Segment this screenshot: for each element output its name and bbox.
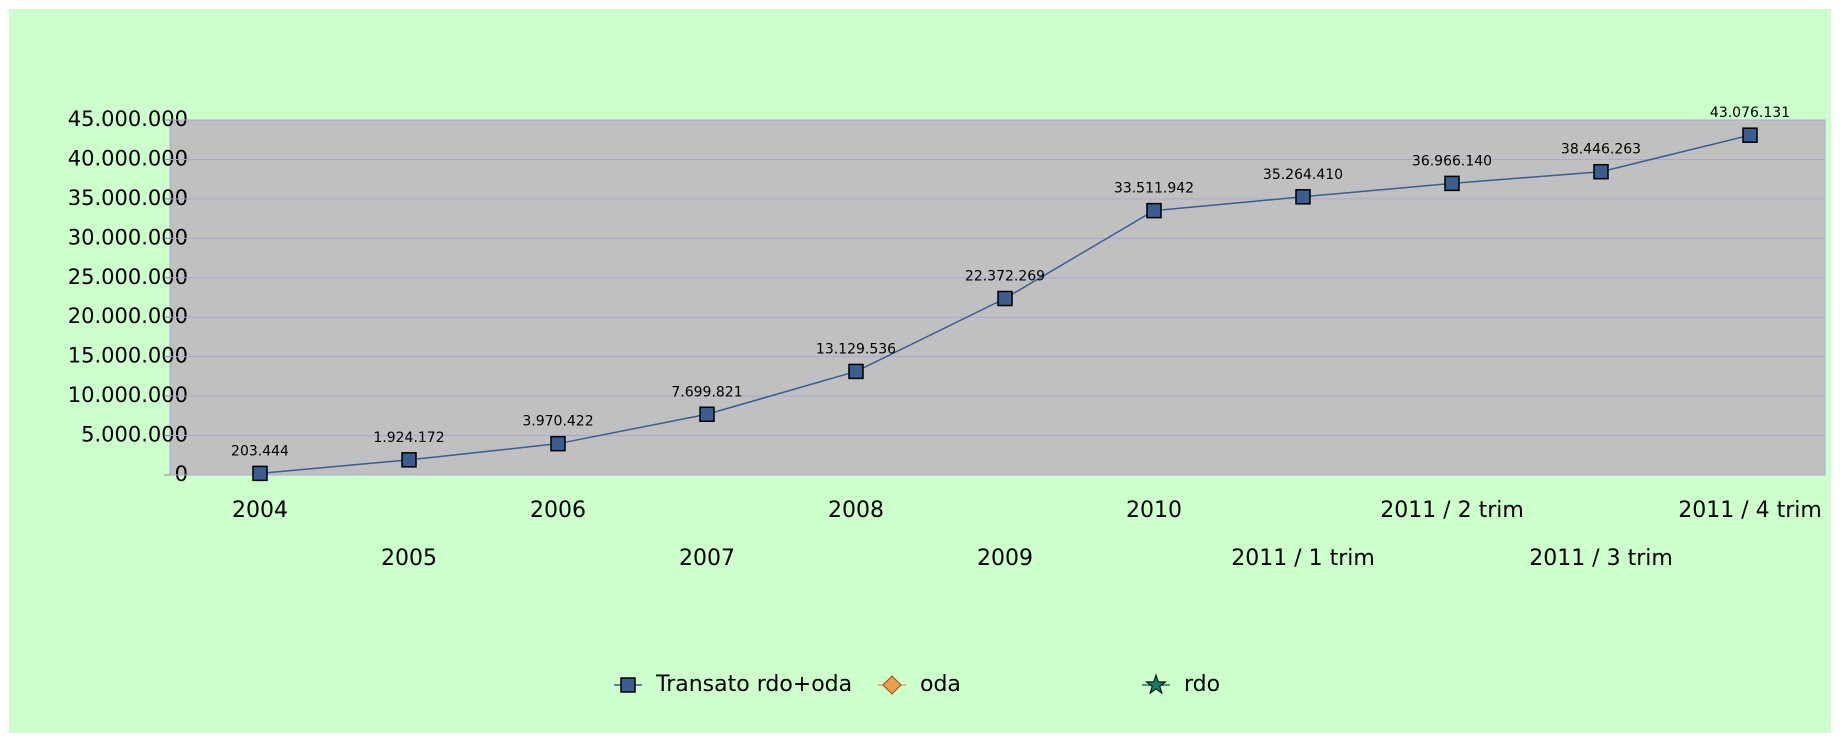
y-tick-label: 10.000.000 (68, 383, 188, 407)
x-tick-label: 2011 / 1 trim (1231, 546, 1375, 571)
data-label: 1.924.172 (373, 430, 444, 446)
data-point (401, 452, 417, 468)
legend-marker (882, 675, 902, 695)
y-tick-label: 0 (175, 462, 188, 486)
legend-label: oda (920, 672, 961, 697)
y-tick-label: 30.000.000 (68, 225, 188, 249)
data-label: 38.446.263 (1561, 142, 1641, 158)
data-point (550, 435, 566, 452)
y-tick-label: 25.000.000 (68, 265, 188, 289)
legend-marker (1145, 673, 1167, 695)
data-label: 13.129.536 (816, 341, 896, 357)
legend-label: rdo (1184, 672, 1220, 697)
x-tick-label: 2004 (232, 498, 288, 523)
data-label: 3.970.422 (522, 414, 593, 430)
y-tick-label: 20.000.000 (68, 304, 188, 328)
y-tick-label: 15.000.000 (68, 344, 188, 368)
data-label: 35.264.410 (1263, 167, 1343, 183)
data-label: 22.372.269 (965, 269, 1045, 285)
y-tick-label: 45.000.000 (68, 107, 188, 131)
data-point (997, 290, 1013, 307)
data-point (1742, 127, 1758, 143)
x-tick-label: 2008 (828, 498, 884, 523)
data-label: 43.076.131 (1710, 105, 1790, 121)
x-tick-label: 2006 (530, 498, 586, 523)
data-point (1295, 189, 1311, 205)
data-label: 36.966.140 (1412, 153, 1492, 169)
data-point (252, 465, 268, 482)
x-tick-label: 2011 / 2 trim (1380, 498, 1524, 523)
data-label: 203.444 (231, 443, 289, 459)
data-point (848, 363, 864, 380)
data-point (699, 406, 715, 423)
data-label: 33.511.942 (1114, 181, 1194, 197)
x-tick-label: 2007 (679, 546, 735, 571)
data-point (1444, 175, 1460, 192)
data-label: 7.699.821 (671, 384, 742, 400)
x-tick-label: 2005 (381, 546, 437, 571)
y-tick-label: 35.000.000 (68, 186, 188, 210)
y-tick-label: 40.000.000 (68, 146, 188, 170)
data-point (1593, 163, 1609, 180)
x-tick-label: 2011 / 4 trim (1678, 498, 1822, 523)
x-tick-label: 2010 (1126, 498, 1182, 523)
y-tick-label: 5.000.000 (81, 423, 188, 447)
x-tick-label: 2011 / 3 trim (1529, 546, 1673, 571)
legend-label: Transato rdo+oda (655, 672, 852, 697)
data-point (1146, 202, 1162, 219)
legend-marker (620, 677, 636, 693)
x-tick-label: 2009 (977, 546, 1033, 571)
